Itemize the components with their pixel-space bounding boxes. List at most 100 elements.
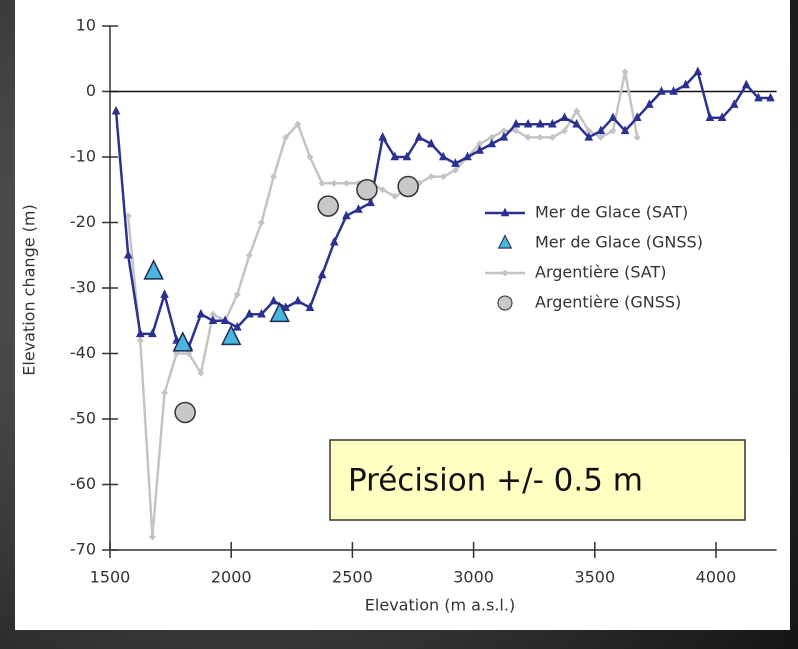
legend-label: Mer de Glace (GNSS) (535, 233, 703, 252)
gnss-triangle (220, 324, 242, 346)
point-marker (281, 302, 291, 311)
y-tick-label: -60 (70, 474, 96, 493)
point-marker (500, 127, 508, 135)
gnss-triangle (143, 259, 164, 280)
y-axis-label: Elevation change (m) (20, 204, 39, 375)
point-marker (681, 79, 691, 89)
point-marker (342, 179, 350, 187)
point-marker (524, 133, 532, 141)
point-marker (173, 350, 181, 357)
x-tick-label: 2000 (211, 568, 252, 587)
point-marker (306, 153, 314, 161)
point-marker (620, 125, 630, 135)
point-marker (463, 151, 472, 161)
point-marker (438, 151, 448, 161)
point-marker (148, 533, 156, 541)
point-marker (269, 295, 278, 305)
point-marker (209, 310, 217, 318)
point-marker (427, 173, 435, 181)
y-tick-label: -70 (70, 540, 96, 559)
point-marker (657, 86, 666, 95)
point-marker (561, 127, 568, 135)
point-marker (329, 236, 339, 246)
point-marker (111, 105, 121, 115)
point-marker (729, 99, 739, 108)
point-marker (196, 308, 206, 318)
gnss-circle (497, 295, 513, 311)
point-marker (585, 127, 593, 135)
point-marker (669, 86, 678, 95)
point-marker (766, 92, 775, 102)
point-marker (754, 92, 763, 102)
point-marker (330, 179, 338, 187)
point-marker (414, 132, 424, 141)
point-marker (705, 112, 715, 121)
point-marker (124, 212, 132, 220)
point-marker (645, 99, 654, 108)
point-marker (270, 173, 278, 181)
point-marker (257, 308, 266, 318)
point-marker (560, 112, 569, 121)
y-tick-label: -30 (70, 278, 96, 297)
point-marker (185, 350, 193, 357)
legend-label: Argentière (GNSS) (535, 293, 681, 312)
point-marker (488, 133, 496, 141)
point-marker (584, 132, 594, 141)
point-marker (402, 151, 412, 161)
x-tick-label: 2500 (332, 568, 373, 587)
point-marker (741, 79, 751, 89)
point-marker (245, 308, 254, 318)
annotation-box (329, 439, 746, 521)
point-marker (451, 166, 459, 174)
point-marker (123, 249, 133, 259)
point-marker (390, 151, 400, 161)
x-tick-label: 3500 (574, 568, 615, 587)
point-marker (499, 132, 509, 141)
point-marker (573, 107, 581, 115)
point-marker (379, 186, 387, 194)
point-marker (258, 219, 265, 226)
gnss-circle (356, 179, 378, 201)
point-marker (487, 138, 497, 148)
point-marker (282, 133, 290, 141)
point-marker (220, 315, 230, 325)
point-marker (523, 118, 533, 128)
point-marker (512, 127, 520, 135)
point-marker (535, 118, 545, 128)
gnss-triangle (497, 234, 513, 249)
point-marker (597, 133, 605, 141)
point-marker (548, 118, 557, 128)
point-marker (536, 133, 544, 141)
point-marker (451, 158, 460, 167)
point-marker (136, 336, 144, 344)
point-marker (342, 210, 351, 220)
point-marker (439, 173, 447, 181)
y-tick-label: -20 (70, 212, 96, 231)
point-marker (208, 315, 218, 325)
point-marker (633, 133, 641, 141)
point-marker (366, 197, 375, 207)
x-tick-label: 4000 (696, 568, 737, 587)
point-marker (548, 133, 556, 141)
x-tick-label: 1500 (90, 568, 131, 587)
point-marker (717, 112, 727, 121)
point-marker (501, 269, 509, 277)
legend-label: Mer de Glace (SAT) (535, 203, 688, 222)
legend-label: Argentière (SAT) (535, 263, 667, 282)
point-marker (693, 66, 703, 76)
legend-box (470, 195, 775, 317)
point-marker (148, 328, 157, 338)
point-marker (378, 132, 388, 141)
point-marker (160, 289, 169, 298)
gnss-circle (174, 401, 196, 424)
point-marker (354, 204, 363, 213)
point-marker (245, 251, 253, 259)
gnss-circle (397, 175, 419, 198)
point-marker (135, 328, 145, 338)
point-marker (426, 138, 436, 148)
point-marker (475, 145, 484, 154)
point-marker (318, 179, 326, 187)
point-marker (197, 369, 205, 377)
point-marker (391, 192, 399, 200)
